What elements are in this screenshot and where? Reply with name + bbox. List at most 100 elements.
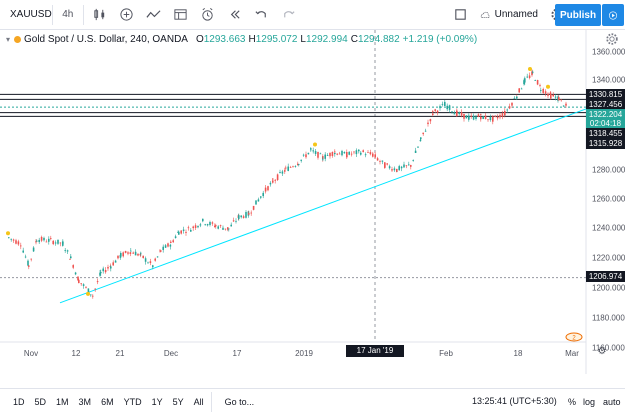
collapse-caret-icon[interactable]: ▾	[6, 34, 11, 44]
candle-body	[72, 265, 74, 268]
candle-body	[334, 152, 336, 155]
candle-body	[544, 91, 547, 94]
candle-body	[388, 166, 391, 169]
candle-body	[107, 266, 109, 269]
templates-icon[interactable]	[167, 1, 194, 29]
candle-body	[114, 260, 117, 263]
candle-body	[197, 225, 199, 228]
range-button-1y[interactable]: 1Y	[151, 396, 163, 407]
candle-body	[28, 265, 30, 267]
candle-body	[534, 80, 536, 81]
candle-body	[381, 160, 384, 162]
candle-body	[444, 104, 446, 107]
candle-body	[458, 112, 460, 115]
candle-body	[206, 224, 209, 226]
candle-body	[432, 111, 434, 112]
candle-body	[424, 130, 427, 132]
candle-body	[338, 153, 341, 155]
axis-settings-gear-icon[interactable]: ⚙	[597, 346, 607, 357]
candle-body	[355, 150, 358, 155]
candle-body	[558, 97, 560, 101]
range-button-ytd[interactable]: YTD	[123, 396, 142, 407]
candle-body	[539, 85, 541, 86]
candle-body	[508, 106, 511, 109]
candle-body	[292, 166, 294, 168]
auto-scale-button[interactable]: auto	[603, 397, 621, 407]
candle-body	[269, 182, 272, 185]
candle-body	[80, 283, 82, 285]
candle-body	[66, 250, 69, 252]
legend-title[interactable]: Gold Spot / U.S. Dollar, 240, OANDA	[24, 33, 188, 45]
candle-body	[531, 71, 533, 76]
candle-body	[164, 245, 167, 248]
time-tick-label: Nov	[23, 349, 39, 358]
candle-body	[448, 105, 451, 110]
scale-badge-icon[interactable]: 2	[565, 332, 583, 342]
candle-body	[322, 159, 324, 161]
redo-icon[interactable]	[275, 1, 302, 29]
compare-add-icon[interactable]	[113, 1, 140, 29]
range-button-3m[interactable]: 3M	[78, 396, 92, 407]
candle-body	[235, 220, 237, 222]
play-button[interactable]	[602, 4, 624, 26]
candle-body	[550, 93, 552, 99]
trendline	[59, 108, 587, 304]
candle-body	[542, 88, 544, 93]
event-marker-icon	[546, 84, 550, 89]
candle-body	[393, 168, 396, 171]
range-button-all[interactable]: All	[193, 396, 204, 407]
candle-body	[74, 272, 77, 275]
candle-body	[15, 240, 17, 244]
indicators-icon[interactable]	[140, 1, 167, 29]
candle-body	[82, 284, 85, 286]
time-tick-label: Feb	[439, 349, 453, 358]
candle-body	[274, 179, 276, 181]
candle-body	[499, 114, 501, 118]
range-button-5y[interactable]: 5Y	[172, 396, 184, 407]
replay-icon[interactable]	[221, 1, 248, 29]
clock-timezone[interactable]: 13:25:41 (UTC+5:30)	[472, 396, 557, 406]
event-marker-icon	[6, 231, 10, 236]
candle-body	[364, 154, 367, 156]
candle-body	[50, 238, 52, 239]
price-chart-canvas[interactable]	[0, 30, 625, 374]
percent-scale-button[interactable]: %	[568, 397, 577, 407]
log-scale-button[interactable]: log	[583, 397, 596, 407]
candle-body	[12, 239, 15, 241]
publish-button[interactable]: Publish	[555, 4, 601, 26]
candle-body	[144, 258, 147, 262]
goto-date-button[interactable]: Go to...	[224, 396, 255, 407]
chart-pane[interactable]	[0, 30, 625, 374]
legend-settings-icon[interactable]	[605, 32, 619, 46]
range-button-5d[interactable]: 5D	[34, 396, 47, 407]
alert-clock-icon[interactable]	[194, 1, 221, 29]
candle-body	[489, 116, 492, 121]
candle-body	[222, 227, 224, 230]
undo-icon[interactable]	[248, 1, 275, 29]
candle-body	[343, 151, 346, 154]
symbol-search-button[interactable]: XAUUSD	[10, 9, 52, 20]
candle-body	[298, 164, 300, 166]
candle-body	[215, 225, 217, 227]
fullscreen-checkbox-icon[interactable]	[447, 1, 474, 29]
range-button-6m[interactable]: 6M	[101, 396, 114, 407]
layout-select[interactable]: Unnamed	[474, 1, 544, 29]
interval-button[interactable]: 4h	[62, 9, 74, 20]
candle-body	[444, 101, 446, 105]
legend-close-value: 1294.882	[357, 33, 400, 45]
candle-body	[214, 225, 216, 227]
candle-body	[341, 150, 343, 156]
candle-body	[40, 236, 43, 241]
candle-body	[396, 168, 398, 172]
range-button-1m[interactable]: 1M	[56, 396, 69, 407]
candle-body	[436, 110, 439, 113]
candle-body	[358, 149, 360, 152]
candle-body	[124, 250, 127, 253]
range-button-1d[interactable]: 1D	[13, 396, 25, 407]
candles-icon[interactable]	[86, 1, 113, 29]
candle-body	[422, 132, 424, 135]
candle-body	[202, 218, 204, 222]
candle-body	[190, 229, 192, 232]
candle-body	[432, 113, 434, 115]
